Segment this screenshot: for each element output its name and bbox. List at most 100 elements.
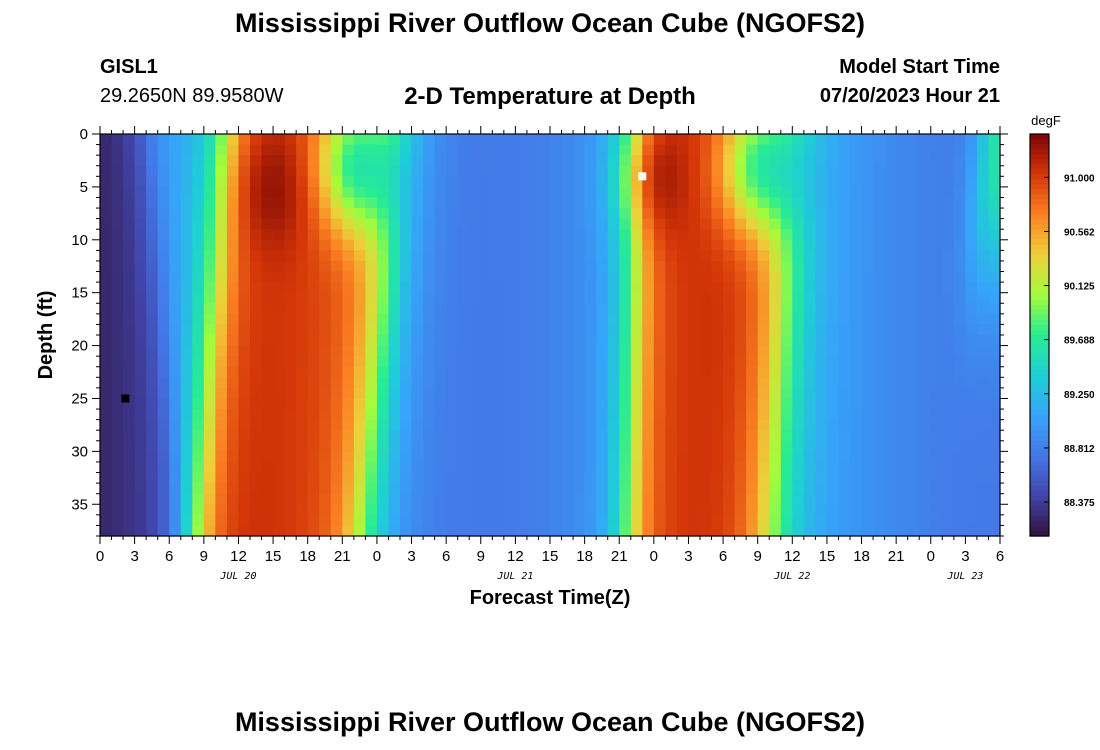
heatmap-cell [342, 313, 355, 326]
heatmap-cell [457, 377, 470, 389]
heatmap-cell [688, 525, 701, 537]
heatmap-cell [953, 356, 966, 368]
heatmap-cell [792, 165, 805, 177]
heatmap-cell [111, 409, 124, 421]
heatmap-cell [561, 461, 574, 474]
heatmap-cell [607, 313, 620, 326]
heatmap-cell [169, 387, 182, 400]
heatmap-cell [723, 461, 736, 474]
heatmap-cell [688, 345, 701, 357]
heatmap-cell [250, 398, 263, 410]
heatmap-cell [653, 472, 666, 484]
heatmap-cell [100, 271, 113, 283]
heatmap-cell [896, 377, 909, 389]
heatmap-cell [319, 165, 332, 177]
colorbar-segment [1030, 415, 1049, 422]
heatmap-cell [607, 525, 620, 537]
heatmap-cell [630, 303, 643, 315]
heatmap-cell [988, 483, 1001, 495]
heatmap-cell [526, 324, 540, 336]
heatmap-cell [780, 419, 793, 431]
heatmap-cell [780, 282, 793, 294]
heatmap-cell [942, 409, 955, 421]
heatmap-cell [296, 419, 309, 431]
heatmap-cell [607, 239, 620, 251]
heatmap-cell [607, 260, 620, 273]
heatmap-cell [780, 440, 793, 452]
heatmap-cell [700, 504, 713, 516]
heatmap-cell [157, 324, 170, 336]
heatmap-cell [734, 303, 747, 315]
heatmap-cell [896, 239, 909, 251]
heatmap-cell [711, 155, 724, 167]
heatmap-cell [157, 229, 170, 241]
heatmap-cell [146, 504, 159, 516]
heatmap-cell [815, 165, 828, 177]
heatmap-cell [561, 366, 574, 378]
heatmap-cell [457, 324, 470, 336]
heatmap-cell [619, 419, 632, 431]
heatmap-cell [803, 218, 816, 230]
heatmap-cell [307, 218, 320, 230]
heatmap-cell [653, 345, 666, 357]
heatmap-cell [400, 525, 413, 537]
heatmap-cell [550, 134, 563, 146]
heatmap-cell [157, 155, 170, 167]
heatmap-cell [826, 239, 840, 251]
heatmap-cell [942, 165, 955, 177]
heatmap-cell [711, 260, 724, 273]
heatmap-cell [723, 176, 736, 188]
heatmap-cell [653, 525, 666, 537]
heatmap-cell [296, 451, 309, 463]
heatmap-cell [630, 324, 643, 336]
heatmap-cell [434, 155, 447, 167]
heatmap-cell [376, 165, 390, 177]
heatmap-cell [596, 366, 609, 378]
heatmap-cell [400, 335, 413, 347]
heatmap-cell [261, 366, 274, 378]
heatmap-cell [215, 514, 228, 527]
heatmap-cell [826, 409, 840, 421]
heatmap-cell [838, 483, 851, 495]
heatmap-cell [169, 165, 182, 177]
heatmap-cell [965, 229, 978, 241]
heatmap-cell [157, 525, 170, 537]
colorbar-segment [1030, 365, 1049, 371]
heatmap-cell [411, 493, 424, 505]
heatmap-cell [711, 229, 724, 241]
heatmap-cell [319, 271, 332, 283]
heatmap-cell [734, 250, 747, 262]
heatmap-cell [134, 155, 147, 167]
heatmap-cell [988, 260, 1001, 273]
heatmap-cell [723, 472, 736, 484]
heatmap-cell [734, 366, 747, 378]
heatmap-cell [873, 197, 886, 209]
heatmap-cell [180, 282, 193, 294]
heatmap-cell [803, 134, 816, 146]
heatmap-cell [480, 292, 493, 304]
heatmap-cell [653, 155, 666, 167]
heatmap-cell [400, 451, 413, 463]
heatmap-cell [365, 366, 378, 378]
x-tick-label: 3 [684, 548, 692, 565]
heatmap-cell [284, 504, 297, 516]
heatmap-cell [723, 292, 736, 304]
heatmap-cell [446, 155, 459, 167]
heatmap-cell [192, 229, 205, 241]
heatmap-cell [411, 345, 424, 357]
heatmap-cell [469, 260, 482, 273]
colorbar-tick-label: 88.375 [1064, 498, 1095, 509]
heatmap-cell [376, 303, 390, 315]
heatmap-cell [734, 260, 747, 273]
heatmap-cell [203, 292, 216, 304]
heatmap-cell [446, 430, 459, 442]
heatmap-cell [619, 313, 632, 326]
heatmap-cell [307, 229, 320, 241]
heatmap-cell [653, 208, 666, 220]
heatmap-cell [515, 282, 528, 294]
heatmap-cell [330, 504, 343, 516]
heatmap-cell [423, 335, 436, 347]
heatmap-cell [180, 504, 193, 516]
heatmap-cell [434, 176, 447, 188]
heatmap-cell [826, 430, 840, 442]
